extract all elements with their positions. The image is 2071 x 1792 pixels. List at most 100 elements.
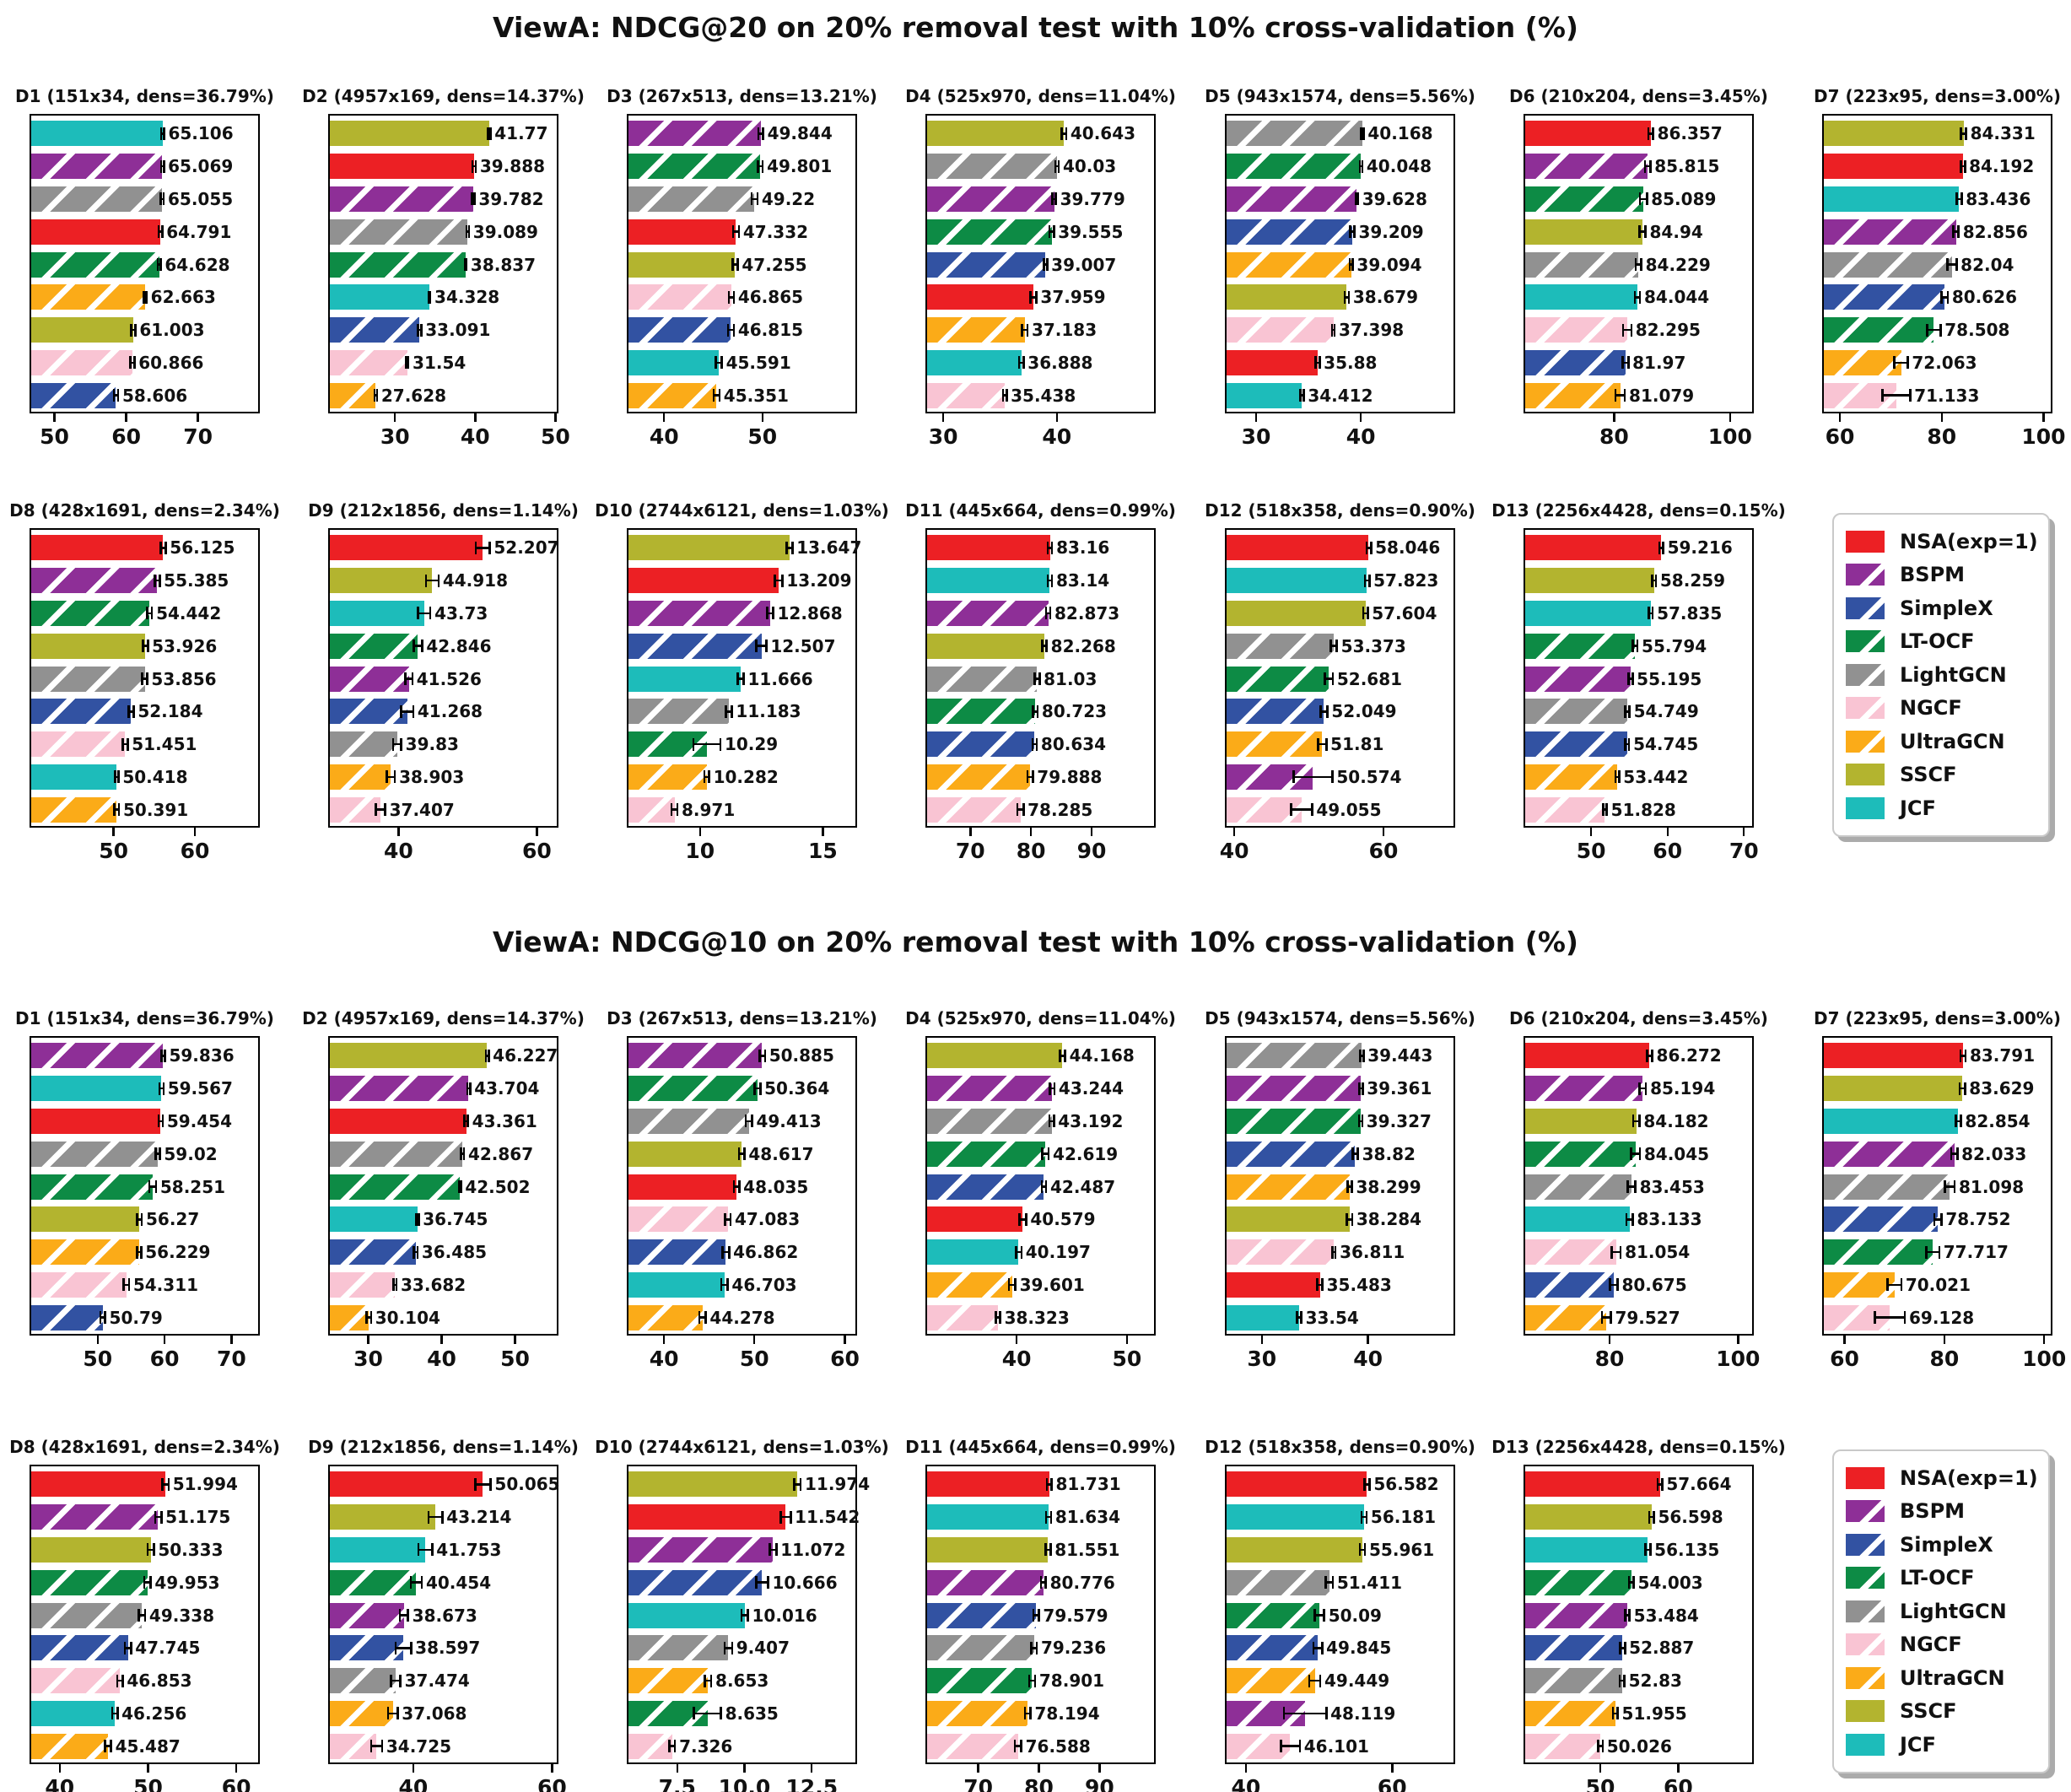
error-bar-cap-left <box>1960 159 1962 173</box>
x-tick-label: 50 <box>40 424 69 449</box>
bar-sscf <box>1525 1504 1652 1530</box>
bar-value-label: 83.453 <box>1639 1176 1705 1197</box>
error-bar <box>1959 1087 1966 1090</box>
error-bar-cap-right <box>1963 159 1966 173</box>
legend-entry-label: SimpleX <box>1900 1532 1993 1557</box>
bar-lightgcn <box>1227 1569 1329 1595</box>
x-tick-label: 50 <box>540 424 570 449</box>
bar-ultragcn <box>927 1271 1012 1298</box>
x-tick <box>1940 413 1943 422</box>
legend-entry-lightgcn: LightGCN <box>1846 1595 2036 1628</box>
error-bar-cap-right <box>762 127 764 140</box>
bar-value-label: 7.326 <box>679 1735 733 1757</box>
section-title-ndcg20: ViewA: NDCG@20 on 20% removal test with … <box>493 11 1578 44</box>
error-bar <box>729 295 734 299</box>
error-bar-cap-right <box>150 607 154 620</box>
error-bar <box>464 1120 468 1123</box>
x-tick-label: 60 <box>180 839 210 863</box>
error-bar-cap-left <box>1346 1212 1348 1226</box>
error-bar-cap-right <box>1627 737 1631 751</box>
x-tick-label: 70 <box>1729 839 1759 863</box>
error-bar-cap-right <box>163 127 165 140</box>
subplot-title-d8-ndcg-20: D8 (428x1691, dens=2.34%) <box>9 500 280 521</box>
error-bar-cap-left <box>1933 1212 1936 1226</box>
error-bar-cap-left <box>1018 1212 1021 1226</box>
error-bar-cap-left <box>1040 1180 1044 1193</box>
bar-value-label: 53.373 <box>1340 635 1406 656</box>
error-bar <box>745 1120 752 1123</box>
error-bar-cap-left <box>1626 1180 1629 1193</box>
error-bar <box>1360 1055 1364 1057</box>
bar-ngcf <box>927 1304 998 1331</box>
error-bar <box>1033 1614 1039 1617</box>
error-bar <box>1934 1217 1942 1221</box>
error-bar-cap-right <box>731 1641 734 1654</box>
error-bar <box>724 1646 732 1649</box>
x-tick <box>1729 413 1732 422</box>
bar-value-label: 54.749 <box>1633 701 1699 722</box>
error-bar-cap-right <box>719 737 722 751</box>
bar-sscf <box>31 1206 140 1233</box>
bar-value-label: 46.853 <box>127 1671 192 1692</box>
bar-value-label: 49.844 <box>767 123 833 144</box>
error-bar <box>1049 1120 1054 1123</box>
error-bar-cap-right <box>799 1477 802 1491</box>
error-bar-cap-right <box>160 225 164 239</box>
error-bar-cap-left <box>1623 1609 1626 1622</box>
bar-lt-ocf <box>927 699 1036 725</box>
legend-entry-label: LT-OCF <box>1900 629 1975 654</box>
subplot-title-d8-ndcg-10: D8 (428x1691, dens=2.34%) <box>9 1437 280 1457</box>
error-bar-cap-left <box>398 1609 402 1622</box>
subplot-d12-ndcg-10: 56.582 56.181 55.961 51.411 50.09 49.845 49.44… <box>1225 1465 1455 1764</box>
error-bar-cap-right <box>1054 192 1057 206</box>
bar-bspm <box>31 1504 159 1530</box>
legend-entry-bspm: BSPM <box>1846 559 2036 592</box>
error-bar <box>1639 1087 1647 1090</box>
error-bar-cap-right <box>1319 1674 1322 1687</box>
bar-value-label: 64.628 <box>164 254 230 275</box>
bar-bspm <box>330 666 409 692</box>
bar-value-label: 50.09 <box>1328 1605 1382 1626</box>
bar-nsa-exp-1 <box>927 1206 1023 1233</box>
bar-value-label: 11.666 <box>747 668 813 689</box>
error-bar-cap-right <box>729 1212 732 1226</box>
bar-value-label: 38.679 <box>1352 287 1419 308</box>
error-bar-cap-left <box>757 127 760 140</box>
error-bar-cap-right <box>1960 192 1963 206</box>
error-bar-cap-left <box>136 1245 138 1259</box>
bar-value-label: 33.54 <box>1305 1307 1359 1328</box>
subplot-title-d9-ndcg-10: D9 (212x1856, dens=1.14%) <box>308 1437 579 1457</box>
subplot-title-d10-ndcg-10: D10 (2744x6121, dens=1.03%) <box>595 1437 889 1457</box>
x-tick-label: 60 <box>1664 1775 1693 1792</box>
error-bar <box>1033 710 1038 713</box>
bar-value-label: 54.745 <box>1633 734 1699 755</box>
error-bar-cap-right <box>1909 389 1912 402</box>
x-tick <box>1098 1764 1101 1773</box>
error-bar-cap-right <box>1601 1740 1604 1753</box>
legend-swatch-icon <box>1846 1733 1885 1756</box>
error-bar-cap-right <box>164 1049 166 1062</box>
error-bar-cap-left <box>123 1641 127 1654</box>
bar-value-label: 39.089 <box>472 221 538 242</box>
error-bar-cap-left <box>1886 1278 1889 1292</box>
error-bar-cap-left <box>755 640 758 653</box>
x-tick-label: 50 <box>83 1347 113 1371</box>
error-bar-cap-left <box>721 1245 724 1259</box>
error-bar-cap-right <box>767 1576 769 1590</box>
error-bar-cap-left <box>1623 704 1626 718</box>
bar-bspm <box>1824 1141 1955 1167</box>
bar-ultragcn <box>1824 349 1901 375</box>
bar-nsa-exp-1 <box>628 1504 786 1530</box>
legend-entry-ultragcn: UltraGCN <box>1846 1661 2036 1695</box>
error-bar <box>366 1316 371 1319</box>
bar-lightgcn <box>330 1141 463 1167</box>
error-bar <box>1882 394 1911 397</box>
bar-ultragcn <box>628 1668 709 1694</box>
bar-simplex <box>1525 349 1626 375</box>
error-bar-cap-right <box>407 356 410 370</box>
error-bar-cap-left <box>1351 1147 1354 1161</box>
bar-sscf <box>1227 1206 1350 1233</box>
x-tick-label: 40 <box>1353 1347 1383 1371</box>
bar-value-label: 60.866 <box>138 352 204 373</box>
x-tick <box>663 413 666 422</box>
